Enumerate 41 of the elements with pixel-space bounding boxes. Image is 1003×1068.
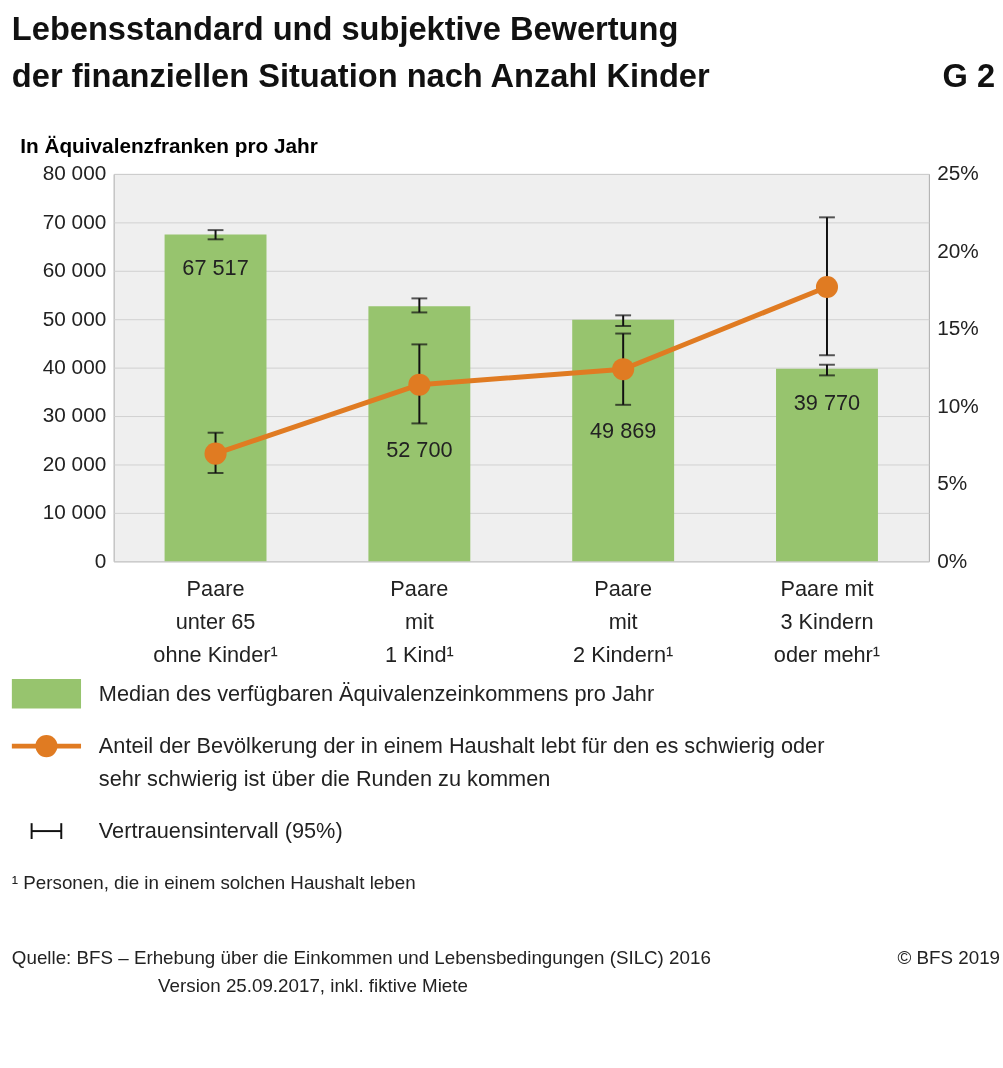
x-tick-label: Paare unter 65 ohne Kinder¹ xyxy=(153,576,278,667)
y2-tick-label: 5% xyxy=(937,471,968,495)
y2-tick-label: 0% xyxy=(937,548,968,572)
legend-label: Anteil der Bevölkerung der in einem Haushalt lebt für den es schwierig oder sehr schwierig ist über die Runden zu kommen xyxy=(98,733,825,791)
point xyxy=(612,358,635,381)
y-tick-label: 70 000 xyxy=(42,209,107,233)
y-tick-label: 0 xyxy=(94,548,107,572)
data-label: 49 869 xyxy=(589,418,657,444)
bar xyxy=(776,368,878,562)
y-tick-label: 50 000 xyxy=(42,306,107,330)
y2-tick-label: 10% xyxy=(937,393,979,417)
x-tick-label: Paare mit 1 Kind¹ xyxy=(384,576,454,667)
text: Version 25.09.2017, inkl. fiktive Miete xyxy=(158,975,468,997)
y-tick-label: 80 000 xyxy=(42,161,107,185)
y-tick-label: 20 000 xyxy=(42,451,107,475)
data-label: 67 517 xyxy=(182,255,249,281)
text: © BFS 2019 xyxy=(897,946,1001,968)
source-note: Quelle: BFS – Erhebung über die Einkommen und Lebensbedingungen (SILC) 2016 xyxy=(11,946,711,968)
y-axis-title: In Äquivalenzfranken pro Jahr xyxy=(20,133,318,157)
y-tick-label: 10 000 xyxy=(42,500,107,524)
chart-title: Lebensstandard und subjektive Bewertung der finanziellen Situation nach Anzahl Kinder xyxy=(11,9,710,94)
text: Vertrauensintervall (95%) xyxy=(98,818,343,843)
y2-tick-label: 15% xyxy=(937,316,979,340)
x-tick-label: Paare mit 3 Kindern oder mehr¹ xyxy=(773,576,881,667)
x-tick-label: Paare mit 2 Kindern¹ xyxy=(573,576,674,667)
data-label: 39 770 xyxy=(793,389,861,415)
point xyxy=(204,442,227,465)
y2-tick-label: 20% xyxy=(937,238,979,262)
y2-tick-label: 25% xyxy=(937,161,979,185)
y-tick-label: 30 000 xyxy=(42,403,107,427)
data-label: 52 700 xyxy=(386,436,453,462)
bar xyxy=(572,319,675,562)
point xyxy=(408,373,431,396)
text: ¹ Personen, die in einem solchen Haushalt leben xyxy=(11,872,416,894)
y-tick-label: 40 000 xyxy=(42,355,107,379)
point xyxy=(815,276,839,299)
bar xyxy=(368,306,471,562)
legend-label: Median des verfügbaren Äquivalenzeinkommens pro Jahr xyxy=(98,680,655,706)
text: G 2 xyxy=(942,56,996,94)
y-tick-label: 60 000 xyxy=(42,258,107,282)
bar xyxy=(164,234,267,562)
